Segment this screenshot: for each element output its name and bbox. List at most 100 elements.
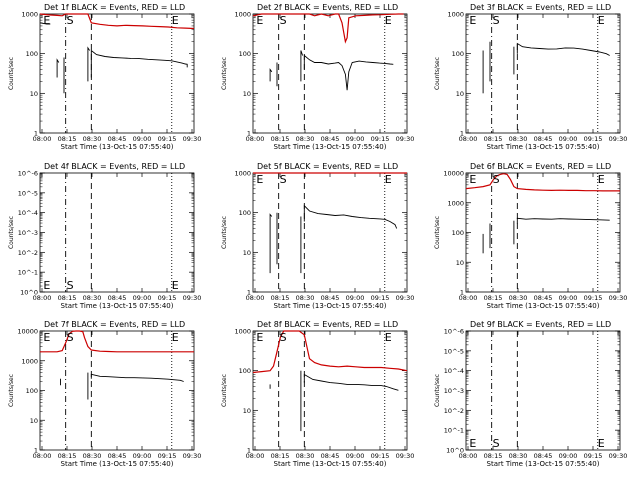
x-tick-label: 09:15 <box>584 452 603 460</box>
x-tick-label: 08:30 <box>509 452 528 460</box>
chart-title: Det 4f BLACK = Events, RED = LLD <box>44 162 185 171</box>
x-tick-label: 09:15 <box>371 452 390 460</box>
x-tick-label: 08:15 <box>484 294 503 302</box>
y-axis-label: Counts/sec <box>434 216 441 249</box>
x-tick-label: 08:30 <box>509 135 528 143</box>
y-axis-label: Counts/sec <box>8 216 15 249</box>
x-tick-label: 09:15 <box>371 135 390 143</box>
y-tick-label: 1 <box>34 130 38 138</box>
x-tick-label: 08:00 <box>246 452 265 460</box>
y-axis-label: Counts/sec <box>221 216 228 249</box>
event-marker-e: E <box>385 173 392 186</box>
x-tick-label: 09:15 <box>584 135 603 143</box>
x-tick-label: 08:00 <box>246 135 265 143</box>
x-tick-label: 09:00 <box>346 294 365 302</box>
y-axis-label: Counts/sec <box>221 374 228 407</box>
y-tick-label: 10000 <box>443 170 464 178</box>
chart-panel-8: Det 8f BLACK = Events, RED = LLD 1 10 100 10… <box>221 320 414 468</box>
events-series-line <box>303 204 398 229</box>
y-tick-label: 1000 <box>234 328 251 336</box>
event-marker-s: S <box>67 331 74 344</box>
lld-series-line <box>40 330 194 353</box>
x-tick-label: 09:30 <box>183 452 202 460</box>
y-tick-label: 10^-1 <box>444 427 464 435</box>
event-marker-e: E <box>385 14 392 27</box>
x-axis-label: Start Time (13-Oct-15 07:55:40) <box>487 143 600 151</box>
y-tick-label: 10 <box>30 417 38 425</box>
y-tick-label: 100 <box>452 50 464 58</box>
x-tick-label: 08:15 <box>271 294 290 302</box>
x-tick-label: 09:15 <box>158 135 177 143</box>
x-tick-label: 08:15 <box>58 294 77 302</box>
event-marker-e: E <box>172 331 179 344</box>
y-tick-label: 1 <box>460 130 464 138</box>
x-tick-label: 09:00 <box>133 452 152 460</box>
y-tick-label: 10 <box>456 259 464 267</box>
y-tick-label: 10^-6 <box>444 328 464 336</box>
plot-frame <box>252 172 408 293</box>
x-axis-label: Start Time (13-Oct-15 07:55:40) <box>274 143 387 151</box>
y-tick-label: 1 <box>247 447 251 455</box>
chart-panel-6: Det 6f BLACK = Events, RED = LLD 1 10 100 10… <box>434 162 627 310</box>
event-marker-e: E <box>256 14 263 27</box>
lld-series-line <box>39 13 195 30</box>
x-tick-label: 09:30 <box>609 135 628 143</box>
chart-panel-4: Det 4f BLACK = Events, RED = LLD 10^0 10^-… <box>8 162 201 310</box>
chart-title: Det 3f BLACK = Events, RED = LLD <box>470 3 611 12</box>
x-tick-label: 08:30 <box>296 135 315 143</box>
x-axis-label: Start Time (13-Oct-15 07:55:40) <box>61 302 174 310</box>
x-tick-label: 08:30 <box>83 452 102 460</box>
x-tick-label: 08:00 <box>459 452 478 460</box>
x-axis-label: Start Time (13-Oct-15 07:55:40) <box>274 302 387 310</box>
event-marker-e: E <box>469 173 476 186</box>
x-tick-label: 08:45 <box>321 294 340 302</box>
x-axis-label: Start Time (13-Oct-15 07:55:40) <box>487 302 600 310</box>
plot-frame <box>252 330 408 451</box>
events-series-line <box>269 68 273 82</box>
x-tick-label: 08:15 <box>58 135 77 143</box>
events-series-line <box>56 58 60 78</box>
event-marker-e: E <box>256 173 263 186</box>
y-tick-label: 1 <box>247 289 251 297</box>
x-tick-label: 09:00 <box>346 452 365 460</box>
event-marker-e: E <box>598 173 605 186</box>
y-tick-label: 10^0 <box>446 447 464 455</box>
y-tick-label: 10 <box>243 90 251 98</box>
y-axis-label: Counts/sec <box>221 57 228 90</box>
x-tick-label: 09:30 <box>609 294 628 302</box>
y-tick-label: 10^-3 <box>18 229 38 237</box>
events-series-line <box>303 54 394 91</box>
events-series-line <box>90 49 188 78</box>
x-tick-label: 08:45 <box>321 135 340 143</box>
x-tick-label: 08:45 <box>534 294 553 302</box>
y-tick-label: 10 <box>456 90 464 98</box>
y-tick-label: 10^0 <box>20 289 38 297</box>
y-tick-label: 10000 <box>17 328 38 336</box>
x-tick-label: 08:30 <box>83 294 102 302</box>
x-tick-label: 08:15 <box>484 135 503 143</box>
y-tick-label: 100 <box>26 50 38 58</box>
event-marker-e: E <box>598 14 605 27</box>
event-marker-e: E <box>172 14 179 27</box>
x-tick-label: 08:00 <box>459 135 478 143</box>
y-tick-label: 1 <box>460 289 464 297</box>
y-tick-label: 1000 <box>447 199 464 207</box>
x-axis-label: Start Time (13-Oct-15 07:55:40) <box>274 460 387 468</box>
chart-title: Det 9f BLACK = Events, RED = LLD <box>470 320 611 329</box>
y-tick-label: 10^-5 <box>444 347 464 355</box>
y-axis-label: Counts/sec <box>8 57 15 90</box>
y-tick-label: 1 <box>247 130 251 138</box>
y-tick-label: 10^-6 <box>18 170 38 178</box>
y-tick-label: 10^-2 <box>18 249 38 257</box>
y-tick-label: 10^-5 <box>18 189 38 197</box>
event-marker-s: S <box>493 437 500 450</box>
plot-frame <box>39 13 195 134</box>
x-tick-label: 09:00 <box>133 135 152 143</box>
event-marker-e: E <box>172 279 179 292</box>
event-marker-e: E <box>598 437 605 450</box>
x-tick-label: 08:00 <box>33 452 52 460</box>
x-tick-label: 08:30 <box>296 294 315 302</box>
chart-title: Det 2f BLACK = Events, RED = LLD <box>257 3 398 12</box>
event-marker-e: E <box>43 14 50 27</box>
plot-frame <box>252 13 408 134</box>
